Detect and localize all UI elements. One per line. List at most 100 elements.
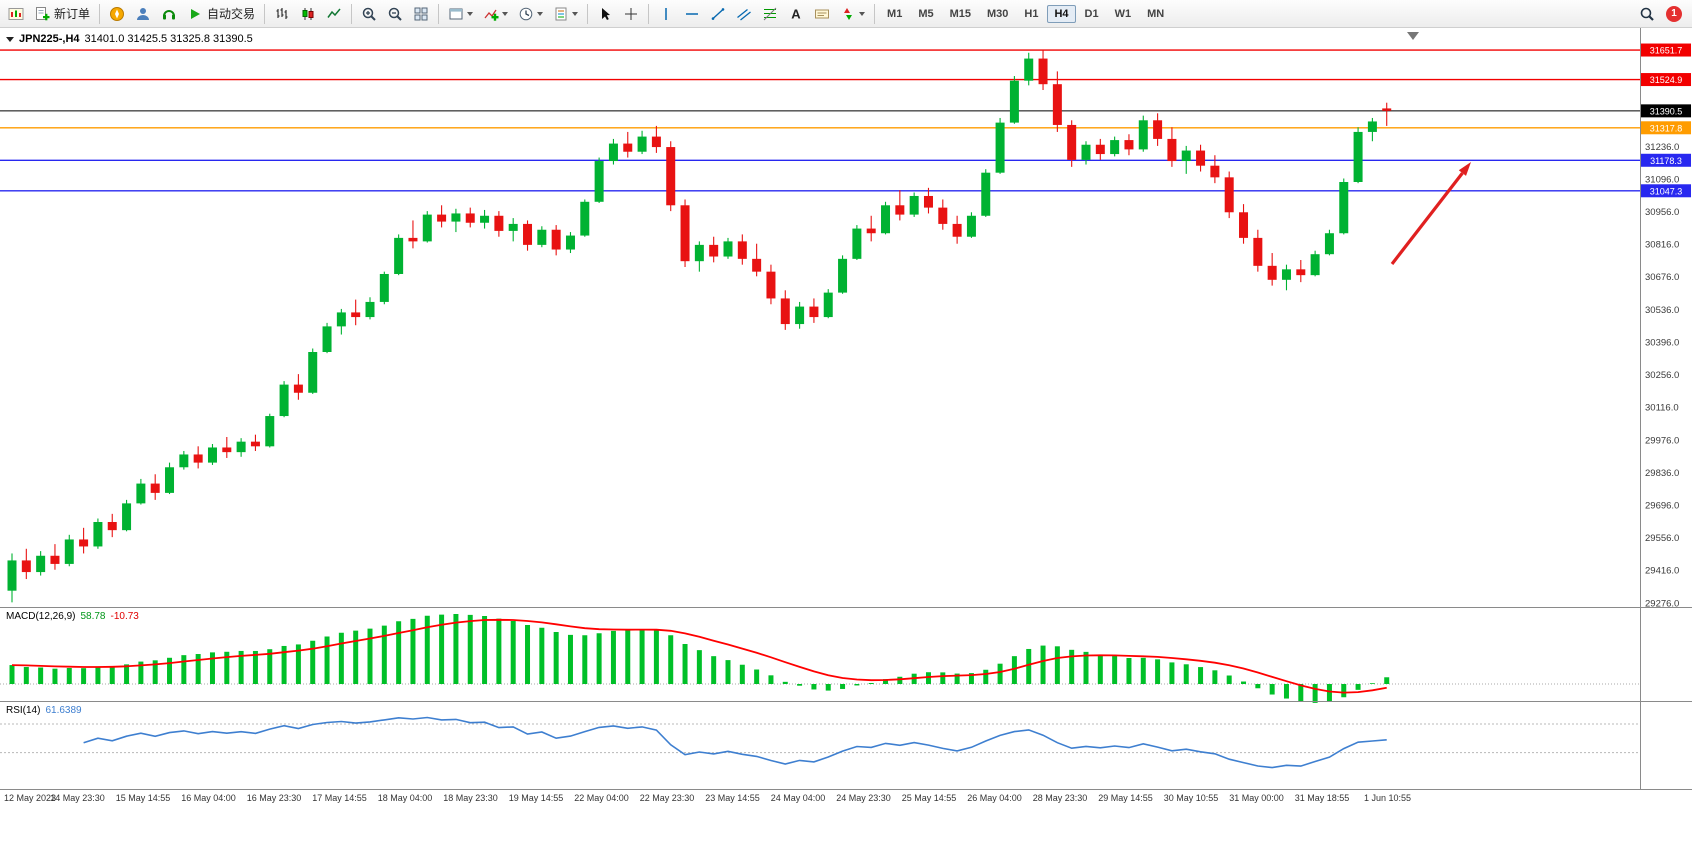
templates-button[interactable] (549, 3, 582, 25)
tile-windows-button[interactable] (409, 3, 433, 25)
zoom-in-icon (361, 6, 377, 22)
candle-body (1138, 120, 1148, 150)
price-axis-label: 31096.0 (1645, 174, 1679, 185)
candle-body (881, 205, 891, 234)
price-axis[interactable]: 31236.0 31096.0 30956.0 30816.0 30676.0 30536… (1641, 43, 1691, 610)
new-window-button[interactable] (444, 3, 477, 25)
trend-arrow-annotation[interactable] (1390, 162, 1471, 265)
vertical-line-icon (658, 6, 674, 22)
timeframe-d1-button[interactable]: D1 (1078, 5, 1106, 23)
search-icon (1639, 6, 1655, 22)
candle-body (322, 326, 332, 352)
candle-body (122, 503, 132, 531)
text-label-button[interactable] (810, 3, 834, 25)
compass-button[interactable] (105, 3, 129, 25)
rsi-line (83, 716, 1387, 769)
horizontal-line-button[interactable] (680, 3, 704, 25)
timeframe-m1-button[interactable]: M1 (880, 5, 909, 23)
candle-body (422, 214, 432, 242)
periods-button[interactable] (514, 3, 547, 25)
candle-body (365, 301, 375, 318)
zoom-in-button[interactable] (357, 3, 381, 25)
toolbar-separator (99, 3, 101, 24)
text-icon: A (788, 6, 804, 22)
symbol-dropdown-icon[interactable] (6, 36, 14, 42)
dropdown-caret-icon (502, 11, 509, 16)
channel-icon (736, 6, 752, 22)
candle-body (565, 235, 575, 250)
candle-body (923, 195, 933, 208)
rsi-pane-label: RSI(14) 61.6389 (6, 705, 82, 716)
candle-body (852, 228, 862, 259)
candle-body (838, 258, 848, 293)
toolbar-separator (648, 3, 650, 24)
candle-body (723, 241, 733, 257)
profile-button[interactable] (131, 3, 155, 25)
candle-body (494, 215, 504, 231)
candle-body (1367, 121, 1377, 132)
timeframe-w1-button[interactable]: W1 (1108, 5, 1139, 23)
crosshair-button[interactable] (619, 3, 643, 25)
cursor-button[interactable] (593, 3, 617, 25)
new-order-button[interactable]: 新订单 (30, 3, 94, 25)
candle-body (508, 223, 518, 231)
candle-body (279, 384, 289, 417)
text-button[interactable]: A (784, 3, 808, 25)
timeframe-mn-button[interactable]: MN (1140, 5, 1171, 23)
timeframe-m30-button[interactable]: M30 (980, 5, 1015, 23)
line-chart-button[interactable] (322, 3, 346, 25)
timeframe-m15-button[interactable]: M15 (943, 5, 978, 23)
macd-signal-value: -10.73 (110, 611, 139, 622)
time-axis-label: 1 Jun 10:55 (1364, 793, 1411, 803)
candle-body (1296, 269, 1306, 276)
svg-text:31390.5: 31390.5 (1650, 106, 1683, 116)
time-axis-label: 17 May 14:55 (312, 793, 367, 803)
candle-body (1181, 150, 1191, 162)
zoom-out-icon (387, 6, 403, 22)
timeframe-m5-button[interactable]: M5 (911, 5, 940, 23)
headset-button[interactable] (157, 3, 181, 25)
chart-window[interactable]: 31236.0 31096.0 30956.0 30816.0 30676.0 30536… (0, 28, 1692, 868)
candle-body (1038, 58, 1048, 85)
candle-body (1009, 80, 1019, 123)
search-button[interactable] (1635, 3, 1659, 25)
price-axis-label: 29276.0 (1645, 598, 1679, 609)
candle-body (1052, 84, 1062, 125)
notification-badge[interactable]: 1 (1666, 5, 1682, 22)
time-axis-label: 25 May 14:55 (902, 793, 957, 803)
candle-body (551, 229, 561, 250)
time-axis-label: 19 May 14:55 (509, 793, 564, 803)
chart-shift-marker[interactable] (1407, 32, 1419, 40)
equidistant-channel-button[interactable] (732, 3, 756, 25)
price-axis-label: 30256.0 (1645, 370, 1679, 381)
svg-text:31047.3: 31047.3 (1650, 186, 1683, 196)
candle-body (1267, 265, 1277, 280)
timeframe-h4-button[interactable]: H4 (1047, 4, 1076, 23)
candle-body (437, 214, 447, 222)
zoom-out-button[interactable] (383, 3, 407, 25)
svg-text:A: A (791, 6, 801, 21)
compass-icon (109, 6, 125, 22)
fibonacci-button[interactable] (758, 3, 782, 25)
candle-body (1281, 269, 1291, 280)
candle-body (107, 522, 117, 531)
price-axis-label: 30956.0 (1645, 207, 1679, 218)
vertical-line-button[interactable] (654, 3, 678, 25)
autotrading-icon (187, 6, 203, 22)
price-badge: 31047.3 (1641, 184, 1691, 198)
chart-canvas[interactable]: 31236.0 31096.0 30956.0 30816.0 30676.0 30536… (0, 28, 1692, 868)
timeframe-h1-button[interactable]: H1 (1017, 5, 1045, 23)
macd-pane-label: MACD(12,26,9) 58.78 -10.73 (6, 611, 139, 622)
candle-body (795, 306, 805, 325)
indicators-button[interactable] (479, 3, 512, 25)
autotrading-button[interactable]: 自动交易 (183, 3, 259, 25)
candle-body (36, 555, 46, 573)
candle-body (966, 215, 976, 237)
chart-window-button[interactable] (4, 3, 28, 25)
trendline-button[interactable] (706, 3, 730, 25)
arrows-button[interactable] (836, 3, 869, 25)
candle-chart-button[interactable] (296, 3, 320, 25)
bar-chart-button[interactable] (270, 3, 294, 25)
time-axis-label: 14 May 23:30 (50, 793, 105, 803)
